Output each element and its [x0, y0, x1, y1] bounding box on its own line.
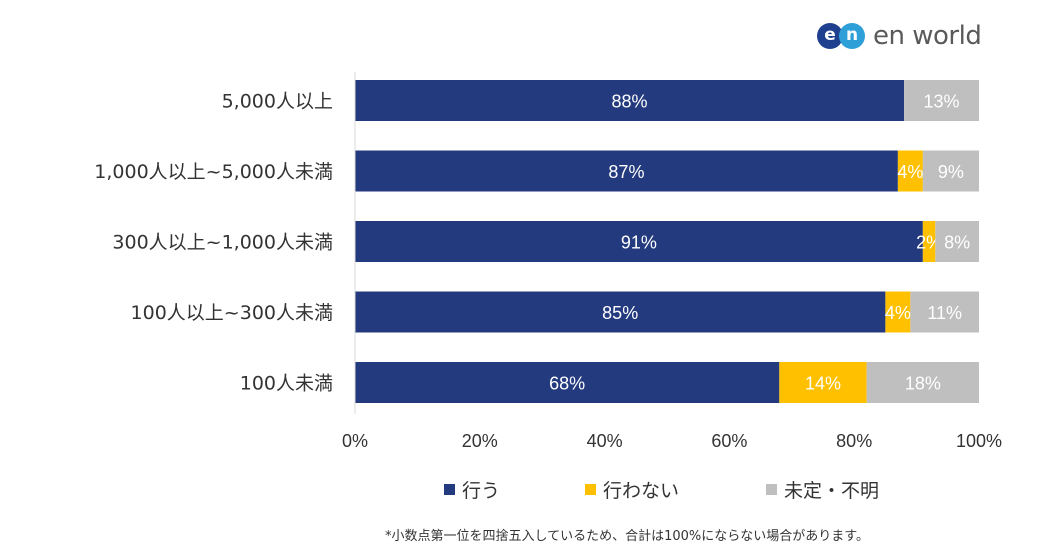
data-label: 14%	[805, 374, 841, 394]
bar-segment	[355, 221, 923, 262]
bar-segment	[355, 291, 886, 333]
bar-segment	[897, 150, 923, 192]
data-label: 11%	[927, 303, 962, 323]
legend-swatch	[766, 484, 777, 495]
data-label: 68%	[549, 374, 585, 394]
x-tick-label: 80%	[836, 431, 872, 451]
en-world-logo: e n en world	[817, 20, 982, 52]
data-label: 4%	[897, 162, 923, 182]
bar-segment	[904, 80, 979, 121]
bar-segment	[355, 80, 905, 121]
category-label: 5,000人以上	[222, 91, 333, 113]
legend-swatch	[585, 484, 596, 495]
category-label: 300人以上~1,000人未満	[112, 232, 333, 254]
x-tick-label: 20%	[462, 431, 498, 451]
bar-segment	[355, 362, 780, 403]
legend-label: 未定・不明	[784, 480, 880, 502]
data-label: 9%	[938, 162, 964, 182]
bar-segment	[779, 362, 867, 403]
legend: 行う 行わない 未定・不明	[0, 476, 1064, 502]
data-label: 87%	[608, 162, 644, 182]
bar-segment	[355, 150, 898, 192]
stacked-bar-chart: 5,000人以上 88% 13% 1,000人以上~5,000人未満 87% 4% 9% 30…	[94, 72, 1002, 451]
bar-segment	[866, 362, 979, 403]
bar-segment	[910, 291, 979, 333]
legend-label: 行わない	[603, 480, 680, 502]
data-label: 4%	[885, 303, 911, 323]
bar-segment	[922, 221, 936, 262]
legend-item: 行わない	[585, 476, 679, 503]
legend-item: 行う	[444, 476, 500, 503]
category-label: 100人未満	[240, 373, 333, 395]
data-label: 85%	[602, 303, 638, 323]
x-tick-label: 0%	[342, 431, 368, 451]
data-label: 88%	[612, 92, 648, 112]
footnote: *小数点第一位を四捨五入しているため、合計は100%にならない場合があります。	[385, 529, 869, 544]
legend-item: 未定・不明	[766, 476, 879, 503]
logo-mark-n: n	[839, 23, 865, 49]
data-label: 13%	[924, 92, 960, 112]
data-label: 8%	[944, 233, 970, 253]
bar-segment	[922, 150, 979, 192]
bar-segment	[885, 291, 911, 333]
x-tick-label: 40%	[587, 431, 623, 451]
data-label: 18%	[905, 374, 941, 394]
logo-text: en world	[873, 21, 982, 51]
bar-segment	[935, 221, 979, 262]
x-tick-label: 60%	[711, 431, 747, 451]
category-label: 1,000人以上~5,000人未満	[94, 161, 333, 183]
legend-swatch	[444, 484, 455, 495]
category-label: 100人以上~300人未満	[131, 302, 333, 324]
logo-mark-e: e	[817, 23, 843, 49]
x-tick-label: 100%	[956, 431, 1002, 451]
legend-label: 行う	[462, 480, 501, 502]
data-label: 91%	[621, 233, 657, 253]
